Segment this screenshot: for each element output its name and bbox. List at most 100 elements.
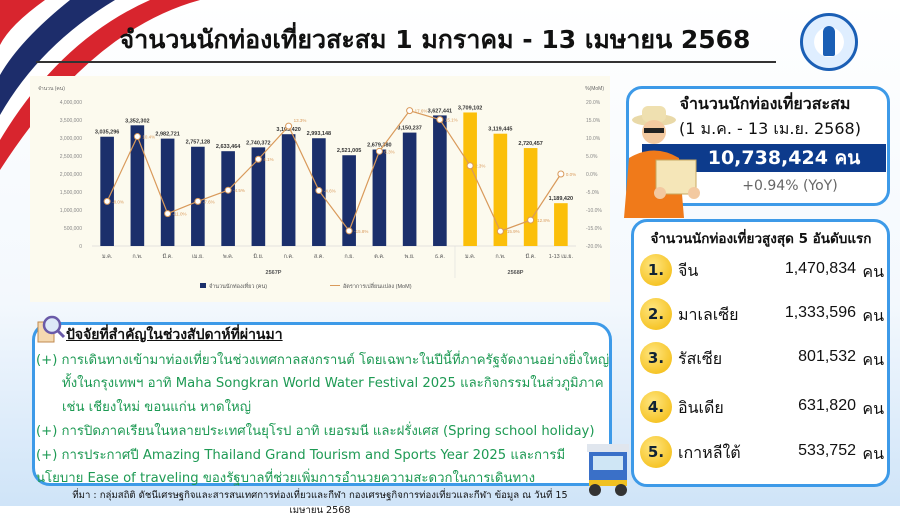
x-tick-label: มิ.ย. <box>253 253 264 260</box>
mom-point <box>103 197 111 205</box>
country-name: อินเดีย <box>678 398 724 417</box>
y2-tick-label: 5.0% <box>586 154 598 160</box>
mom-label: 0.0% <box>566 172 576 177</box>
mom-label: 15.1% <box>445 118 458 123</box>
bar-value-label: 2,521,005 <box>337 148 361 154</box>
bar-value-label: 3,627,441 <box>428 108 452 114</box>
rank-badge: 4. <box>640 391 672 423</box>
bar <box>130 125 145 246</box>
mom-point <box>133 133 141 141</box>
x-tick-label: ก.ค. <box>284 254 295 260</box>
x-tick-label: ก.ย. <box>344 254 354 260</box>
x-tick-label: ต.ค. <box>374 254 385 260</box>
mom-label: 10.4% <box>142 135 155 140</box>
bar <box>433 115 447 246</box>
bar <box>191 146 205 246</box>
mom-label: -15.8% <box>354 229 368 234</box>
bar <box>493 133 508 246</box>
magnifier-document-icon <box>37 315 66 343</box>
mom-label: -4.5% <box>233 188 245 193</box>
bar-value-label: 2,757,128 <box>186 140 210 146</box>
x-tick-label: 1-13 เม.ย. <box>549 254 574 260</box>
country-name: จีน <box>678 261 699 280</box>
y2-tick-label: 10.0% <box>586 136 601 142</box>
mom-label: -7.6% <box>203 199 215 204</box>
mom-label: 6.3% <box>384 149 394 154</box>
bar-value-label: 2,679,380 <box>367 143 391 149</box>
y-tick-label: 3,000,000 <box>60 136 82 142</box>
legend-label-line: อัตราการเปลี่ยนแปลง (MoM) <box>343 282 412 290</box>
top5-row: 5. เกาหลีใต้ 533,752 คน <box>636 436 886 472</box>
mom-point <box>466 162 474 170</box>
factor-line: (+) การประกาศปี Amazing Thailand Grand T… <box>36 448 566 463</box>
mom-point <box>315 187 323 195</box>
title-divider <box>36 61 776 63</box>
bar-value-label: 3,150,237 <box>397 126 421 132</box>
unit-label: คน <box>862 262 884 281</box>
y-tick-label: 2,500,000 <box>60 154 82 160</box>
factor-line: เช่น เชียงใหม่ ขอนแก่น หาดใหญ่ <box>62 400 251 415</box>
top5-row: 1. จีน 1,470,834 คน <box>636 254 886 290</box>
tourist-count: 533,752 <box>798 442 856 459</box>
rank-badge: 3. <box>640 342 672 374</box>
y2-tick-label: -10.0% <box>586 208 602 214</box>
bar-value-label: 3,035,296 <box>95 130 119 136</box>
x-tick-label: มี.ค. <box>162 253 173 260</box>
bar <box>402 132 417 246</box>
mom-label: -15.9% <box>505 229 519 234</box>
legend-swatch-bars <box>200 283 206 288</box>
mom-label: 17.6% <box>415 109 428 114</box>
bar <box>463 112 477 247</box>
y2-axis-title: %(MoM) <box>585 86 604 92</box>
bar <box>160 138 175 246</box>
bar-value-label: 3,105,420 <box>276 127 300 133</box>
y-axis-title: จำนวน (คน) <box>38 86 65 92</box>
mom-label: -4.6% <box>324 189 336 194</box>
mom-point <box>406 107 414 115</box>
mom-label: 2.3% <box>475 164 485 169</box>
mom-line <box>106 109 562 233</box>
tourist-count: 1,470,834 <box>784 260 856 277</box>
mom-point <box>285 122 293 130</box>
factor-line: (+) การปิดภาคเรียนในหลายประเทศในยุโรป อา… <box>36 424 595 439</box>
mom-point <box>496 227 504 235</box>
factors-card <box>32 322 612 486</box>
unit-label: คน <box>862 306 884 325</box>
y2-tick-label: 15.0% <box>586 118 601 124</box>
bar <box>372 149 387 246</box>
thai-flag-decoration <box>0 0 200 170</box>
bar-value-label: 1,189,420 <box>549 196 573 202</box>
y-tick-label: 4,000,000 <box>60 100 82 106</box>
y-tick-label: 500,000 <box>64 226 82 232</box>
mom-label: -8.0% <box>112 199 124 204</box>
x-tick-label: ม.ค. <box>465 254 476 260</box>
mom-point <box>436 116 444 124</box>
tourist-count: 801,532 <box>798 348 856 365</box>
group-label: 2568P <box>508 270 524 276</box>
mom-point <box>254 155 262 163</box>
country-name: รัสเซีย <box>678 349 723 368</box>
y2-tick-label: -5.0% <box>586 190 600 196</box>
legend-label-bars: จำนวนนักท่องเที่ยว (คน) <box>209 282 267 290</box>
bar-value-label: 2,993,148 <box>307 131 331 137</box>
y-tick-label: 1,000,000 <box>60 208 82 214</box>
x-tick-label: ส.ค. <box>314 253 325 260</box>
y-tick-label: 0 <box>79 244 82 250</box>
x-tick-label: ก.พ. <box>132 254 142 260</box>
page-title: จำนวนนักท่องเที่ยวสะสม 1 มกราคม - 13 เมษ… <box>119 25 751 54</box>
summary-title: จำนวนนักท่องเที่ยวสะสม <box>679 94 851 113</box>
rank-badge: 1. <box>640 254 672 286</box>
x-tick-label: พ.ค. <box>223 254 234 260</box>
bar <box>100 136 114 246</box>
mom-point <box>557 170 565 178</box>
bar-value-label: 3,352,302 <box>125 118 149 124</box>
factor-line: ทั้งในกรุงเทพฯ อาทิ Maha Songkran World … <box>62 376 604 391</box>
unit-label: คน <box>862 350 884 369</box>
summary-yoy: +0.94% (YoY) <box>742 178 838 194</box>
bar <box>523 148 538 246</box>
tourist-count: 631,820 <box>798 397 856 414</box>
factors-title: ปัจจัยที่สำคัญในช่วงสัปดาห์ที่ผ่านมา <box>66 327 283 343</box>
bar-value-label: 2,633,464 <box>216 144 241 150</box>
source-note: ที่มา : กลุ่มสถิติ ดัชนีเศรษฐกิจและสารสน… <box>72 490 568 516</box>
mom-point <box>375 147 383 155</box>
